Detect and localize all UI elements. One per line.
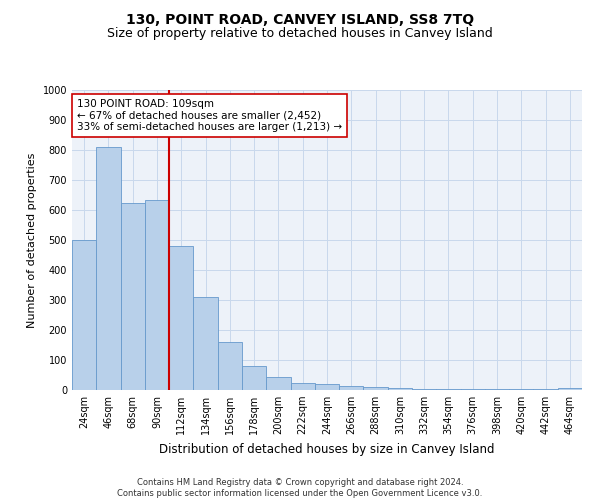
Text: Contains HM Land Registry data © Crown copyright and database right 2024.
Contai: Contains HM Land Registry data © Crown c… [118, 478, 482, 498]
Bar [436, 389, 461, 390]
Text: Size of property relative to detached houses in Canvey Island: Size of property relative to detached ho… [107, 28, 493, 40]
Bar [121, 202, 145, 390]
Bar [169, 246, 193, 390]
Text: 130 POINT ROAD: 109sqm
← 67% of detached houses are smaller (2,452)
33% of semi-: 130 POINT ROAD: 109sqm ← 67% of detached… [77, 99, 342, 132]
Bar [558, 388, 582, 390]
Bar [242, 366, 266, 390]
Bar [96, 147, 121, 390]
Bar [290, 384, 315, 390]
Bar [364, 387, 388, 390]
Bar [218, 342, 242, 390]
Bar [461, 389, 485, 390]
Bar [72, 240, 96, 390]
Bar [339, 386, 364, 390]
Text: 130, POINT ROAD, CANVEY ISLAND, SS8 7TQ: 130, POINT ROAD, CANVEY ISLAND, SS8 7TQ [126, 12, 474, 26]
Bar [193, 297, 218, 390]
Bar [388, 388, 412, 390]
Bar [266, 377, 290, 390]
Y-axis label: Number of detached properties: Number of detached properties [27, 152, 37, 328]
Bar [412, 388, 436, 390]
Bar [145, 200, 169, 390]
Bar [315, 384, 339, 390]
Text: Distribution of detached houses by size in Canvey Island: Distribution of detached houses by size … [159, 442, 495, 456]
